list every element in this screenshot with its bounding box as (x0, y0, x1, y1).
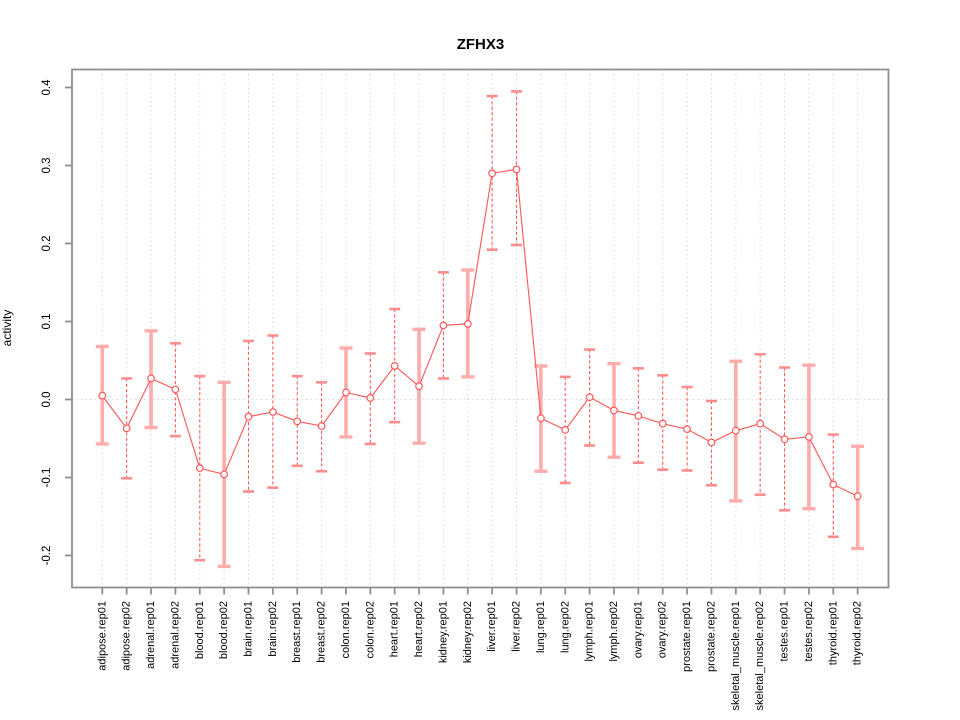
data-point-marker (244, 412, 253, 421)
x-tick-label: liver.rep01 (486, 601, 498, 652)
y-tick-label: -0.2 (41, 546, 53, 566)
x-tick-label: adipose.rep02 (121, 601, 133, 671)
x-tick-label: kidney.rep01 (437, 601, 449, 663)
x-tick-label: heart.rep01 (389, 601, 401, 657)
x-tick-label: prostate.rep02 (705, 601, 717, 672)
x-tick-label: blood.rep02 (218, 601, 230, 659)
data-point-marker (415, 382, 423, 391)
data-point-marker (853, 492, 862, 501)
data-point-marker (171, 385, 180, 394)
data-point-marker (317, 422, 326, 430)
data-point-marker (366, 394, 375, 402)
y-tick-label: 0.4 (41, 79, 53, 96)
x-tick-label: testes.rep02 (803, 601, 815, 662)
data-point-marker (731, 426, 740, 435)
x-tick-label: lung.rep02 (559, 601, 571, 653)
x-tick-label: kidney.rep02 (462, 601, 474, 663)
data-point-marker (536, 414, 545, 423)
data-point-marker (707, 438, 716, 447)
data-point-marker (342, 388, 350, 397)
y-tick-label: 0.1 (41, 314, 53, 330)
data-point-marker (293, 417, 302, 426)
x-tick-label: adipose.rep01 (96, 601, 108, 671)
x-tick-label: prostate.rep01 (681, 601, 693, 672)
y-tick-label: -0.1 (41, 468, 53, 488)
data-point-marker (610, 406, 618, 415)
x-tick-label: colon.rep02 (364, 601, 376, 659)
data-point-marker (634, 411, 643, 420)
x-tick-label: colon.rep01 (340, 601, 352, 659)
x-tick-label: adrenal.rep02 (169, 601, 181, 669)
x-tick-label: adrenal.rep01 (145, 601, 157, 669)
data-point-marker (220, 470, 229, 479)
data-point-marker (585, 393, 594, 402)
x-tick-label: heart.rep02 (413, 601, 425, 657)
y-tick-label: 0.3 (41, 158, 53, 174)
x-tick-label: ovary.rep02 (657, 601, 669, 658)
x-tick-label: thyroid.rep01 (827, 601, 839, 665)
data-point-marker (147, 374, 155, 383)
x-tick-label: brain.rep02 (267, 601, 279, 657)
data-point-marker (463, 319, 472, 328)
x-tick-label: testes.rep01 (779, 601, 791, 662)
y-tick-label: 0.2 (41, 236, 53, 252)
data-point-marker (195, 464, 204, 473)
chart-title: ZFHX3 (456, 36, 505, 53)
x-tick-label: liver.rep02 (511, 601, 523, 652)
data-point-marker (122, 424, 131, 433)
plot-frame (71, 68, 890, 589)
data-point-marker (756, 419, 765, 428)
y-tick-label: 0.0 (41, 392, 53, 408)
x-tick-label: lymph.rep01 (584, 601, 596, 662)
data-point-marker (561, 426, 570, 434)
x-tick-label: thyroid.rep02 (852, 601, 864, 665)
x-tick-label: skeletal_muscle.rep01 (730, 601, 742, 710)
series-line (101, 168, 858, 497)
data-point-marker (488, 169, 497, 178)
data-point-marker (439, 321, 448, 330)
x-tick-label: brain.rep01 (242, 601, 254, 657)
data-point-marker (805, 433, 813, 441)
x-tick-label: breast.rep02 (316, 601, 328, 663)
x-tick-label: breast.rep01 (291, 601, 303, 663)
data-point-marker (683, 425, 691, 434)
x-tick-label: blood.rep01 (194, 601, 206, 659)
x-tick-label: skeletal_muscle.rep02 (754, 601, 766, 710)
data-point-marker (98, 391, 107, 400)
data-point-marker (512, 165, 521, 174)
data-point-marker (829, 480, 838, 489)
data-point-marker (390, 362, 399, 370)
data-point-marker (780, 435, 789, 444)
data-point-marker (268, 408, 277, 416)
x-tick-label: ovary.rep01 (632, 601, 644, 658)
x-tick-label: lung.rep01 (535, 601, 547, 653)
x-tick-label: lymph.rep02 (608, 601, 620, 662)
data-point-marker (658, 419, 667, 428)
